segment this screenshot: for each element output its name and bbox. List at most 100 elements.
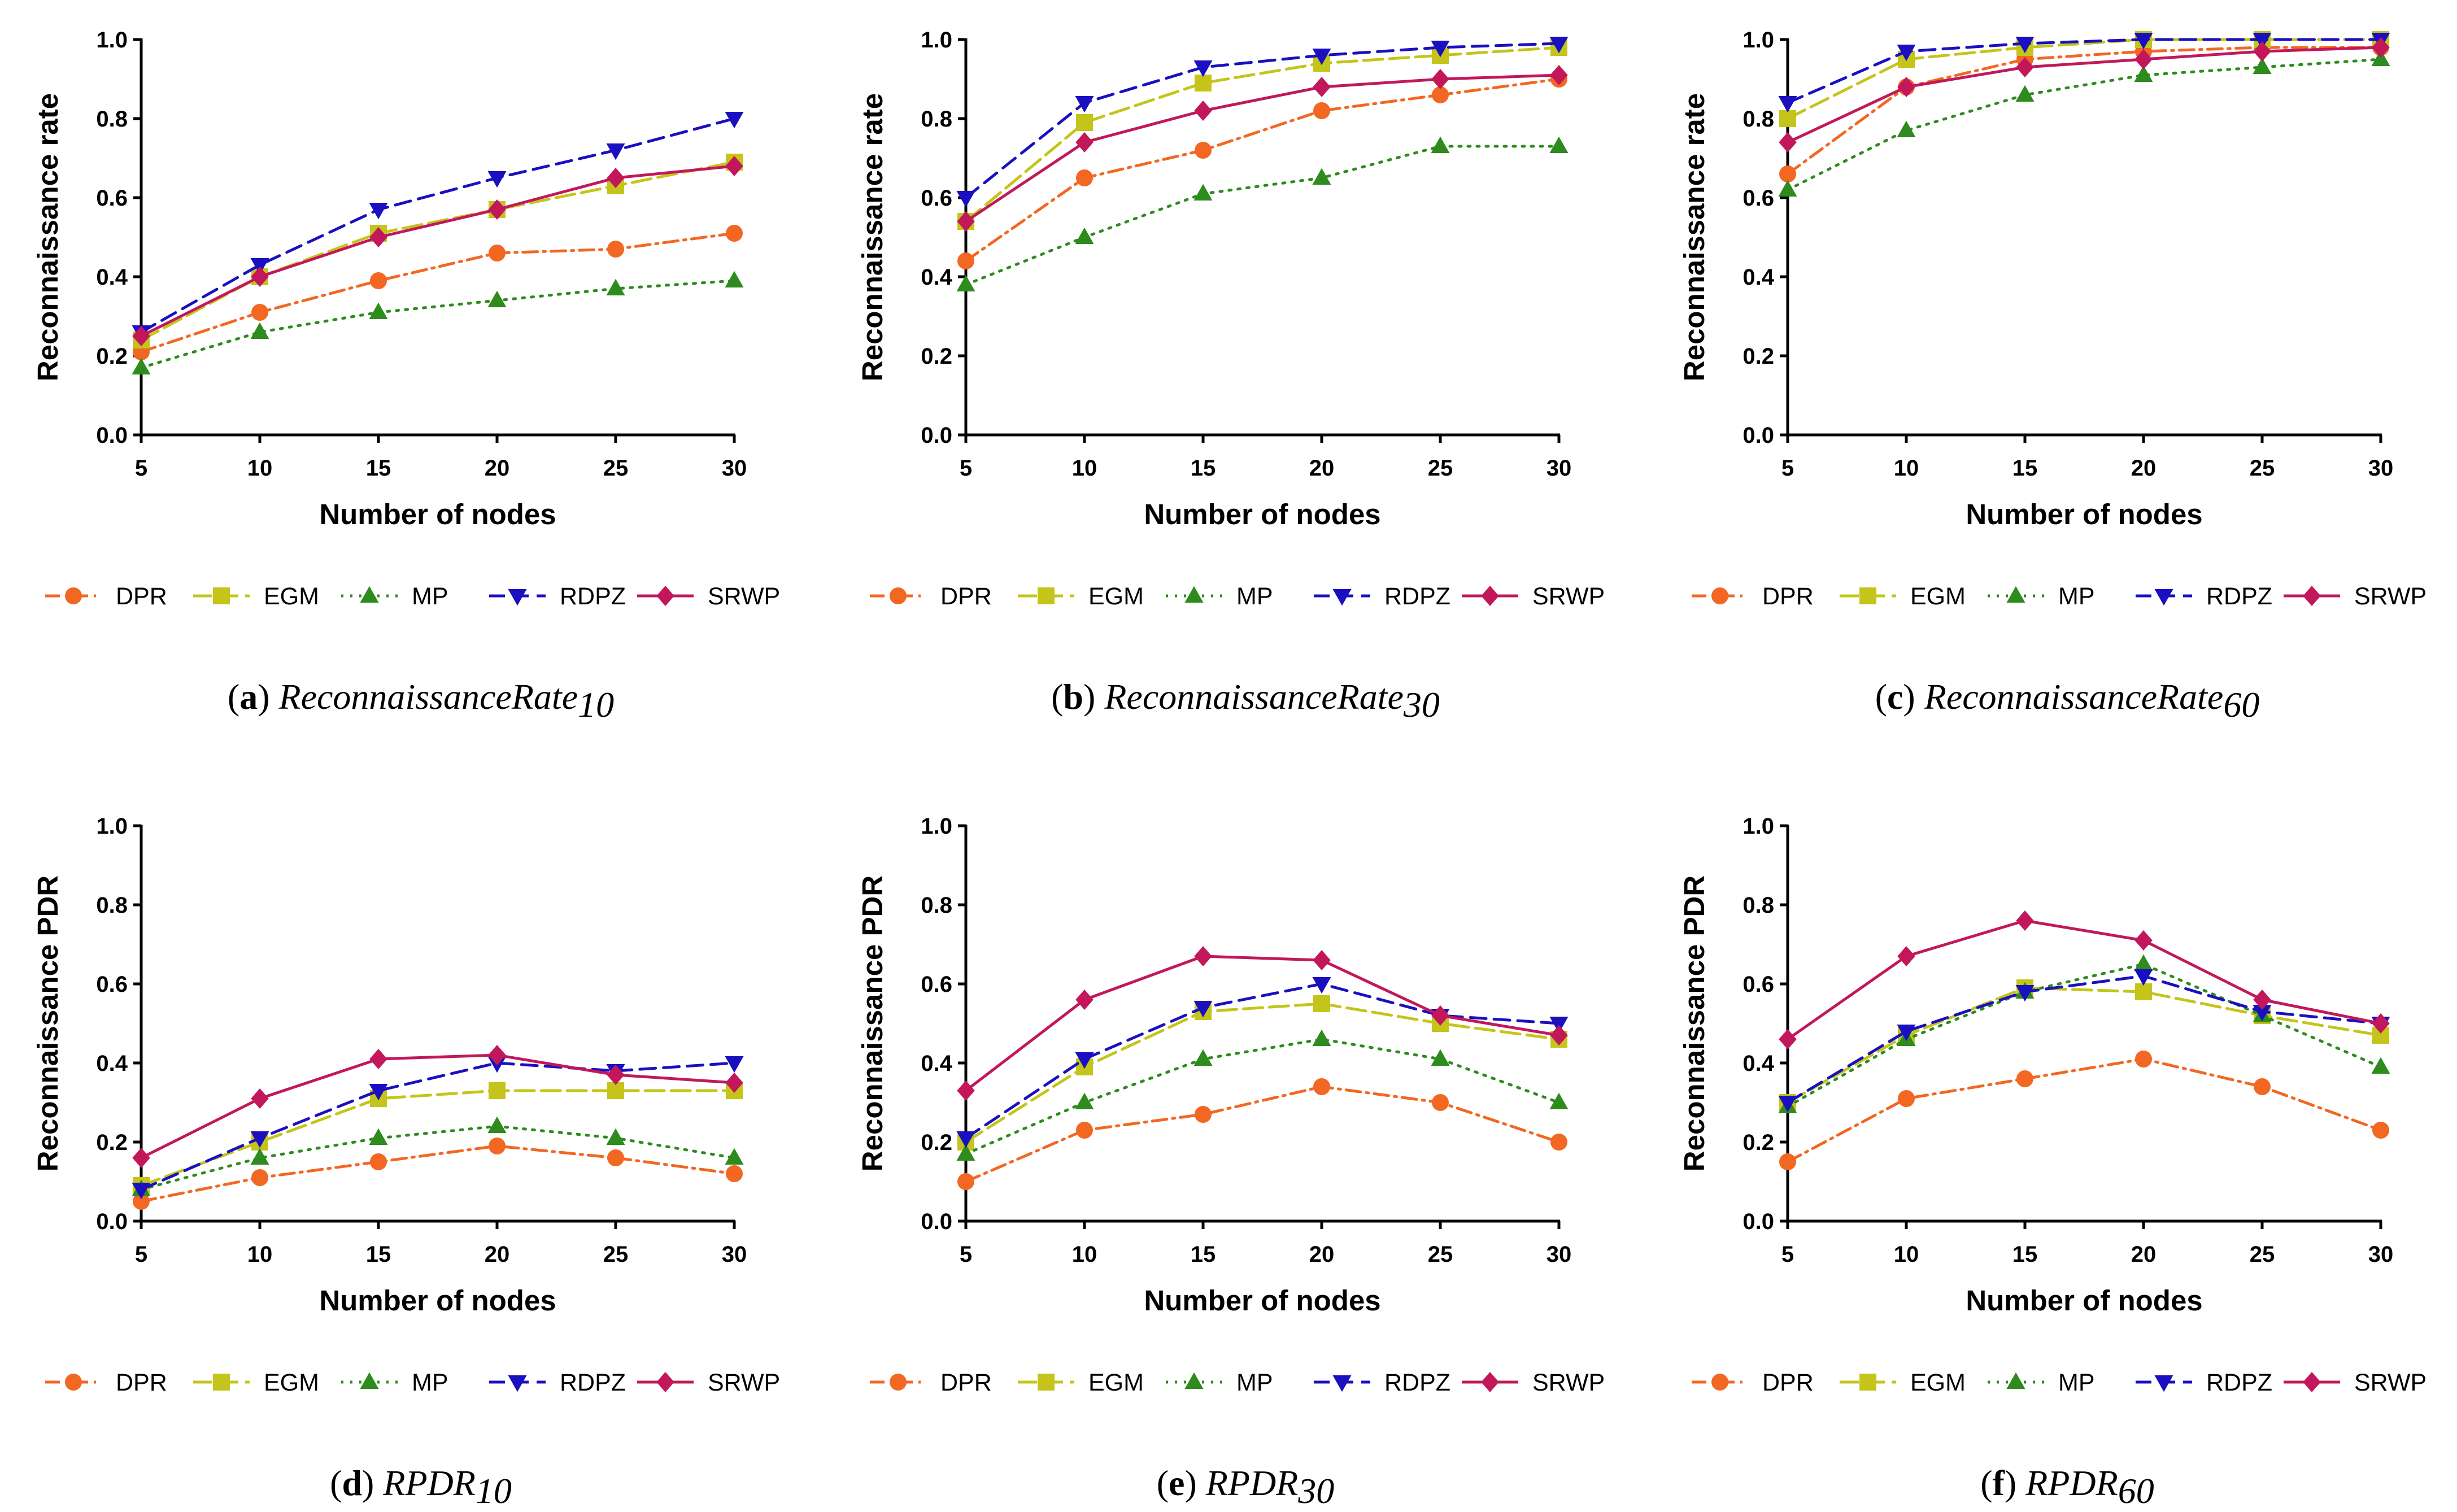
data-point-mp	[2015, 85, 2035, 102]
data-point-srwp	[1194, 101, 1212, 121]
series-line-srwp	[140, 164, 736, 338]
y-tick-label: 0.8	[96, 107, 128, 132]
data-point-mp	[487, 290, 507, 307]
data-point-srwp	[1779, 1029, 1797, 1049]
legend-label: EGM	[264, 583, 319, 610]
legend-item-egm: EGM	[193, 1369, 319, 1396]
series-dpr	[133, 1138, 743, 1210]
data-point-mp	[369, 302, 388, 319]
series-line-mp	[140, 279, 736, 369]
series-egm	[1779, 31, 2389, 127]
series-rdpz	[956, 977, 1569, 1148]
y-tick-label: 0.2	[1742, 344, 1774, 369]
data-point-srwp	[132, 1148, 150, 1168]
legend-marker	[1332, 589, 1352, 606]
data-point-dpr	[607, 241, 624, 258]
series-line-egm	[140, 160, 736, 342]
y-tick-label: 1.0	[96, 28, 128, 53]
y-tick-label: 0.0	[1742, 423, 1774, 448]
series-line-srwp	[1786, 46, 2382, 144]
legend-item-dpr: DPR	[45, 1369, 167, 1396]
data-point-dpr	[1076, 1122, 1093, 1139]
series-egm	[1779, 979, 2389, 1111]
y-axis-title: Reconnaissance rate	[32, 93, 64, 381]
x-tick-label: 15	[2012, 456, 2038, 481]
data-point-srwp	[2372, 1013, 2390, 1034]
series-line-mp	[1786, 58, 2382, 191]
x-axis-title: Number of nodes	[1966, 1284, 2202, 1317]
data-point-dpr	[2372, 1122, 2389, 1139]
legend-item-srwp: SRWP	[637, 1369, 780, 1396]
legend-marker	[890, 1374, 907, 1391]
data-point-srwp	[2016, 57, 2034, 77]
series-dpr	[133, 225, 743, 360]
series-egm	[133, 154, 743, 348]
chart-panel-a: 0.0 0.2 0.4 0.6 0.8 1.0 5 10 15 20 25 30 Number of n…	[32, 28, 780, 725]
y-tick-label: 1.0	[921, 28, 952, 53]
legend-item-egm: EGM	[193, 583, 319, 610]
x-tick-label: 20	[1309, 456, 1335, 481]
x-tick-label: 5	[960, 456, 972, 481]
data-point-srwp	[1779, 132, 1797, 152]
panel-caption: (a) ReconnaissanceRate10	[228, 677, 614, 725]
data-point-rdpz	[725, 1056, 744, 1073]
data-point-srwp	[1075, 990, 1094, 1010]
legend-marker	[2006, 1372, 2025, 1389]
data-point-mp	[1312, 168, 1331, 185]
y-tick-label: 0.2	[96, 344, 128, 369]
data-point-rdpz	[1897, 1025, 1916, 1042]
series-mp	[1778, 954, 2390, 1113]
y-tick-label: 0.0	[96, 423, 128, 448]
legend-label: MP	[1236, 1369, 1273, 1396]
x-tick-label: 30	[2368, 456, 2394, 481]
data-point-mp	[606, 278, 625, 295]
data-point-srwp	[1431, 69, 1449, 89]
legend-label: SRWP	[708, 1369, 780, 1396]
data-point-dpr	[1313, 102, 1330, 119]
legend-item-dpr: DPR	[870, 1369, 992, 1396]
legend-item-srwp: SRWP	[2284, 1369, 2426, 1396]
x-tick-label: 20	[2131, 456, 2157, 481]
series-line-mp	[1786, 962, 2382, 1108]
legend-label: EGM	[1910, 583, 1966, 610]
legend-label: SRWP	[1532, 1369, 1605, 1396]
y-tick-label: 0.6	[96, 186, 128, 211]
x-tick-label: 25	[603, 456, 629, 481]
x-tick-label: 30	[722, 456, 747, 481]
data-point-mp	[956, 274, 975, 291]
x-tick-label: 20	[485, 1242, 510, 1267]
data-point-rdpz	[1778, 96, 1797, 113]
data-point-dpr	[726, 1165, 743, 1182]
legend-label: RDPZ	[560, 583, 626, 610]
legend-marker	[656, 586, 674, 606]
data-point-rdpz	[1778, 1096, 1797, 1113]
data-point-rdpz	[725, 112, 744, 129]
series-line-mp	[964, 145, 1561, 286]
data-point-mp	[2371, 49, 2390, 66]
x-tick-label: 30	[722, 1242, 747, 1267]
data-point-mp	[1193, 1049, 1213, 1066]
data-point-mp	[2134, 954, 2153, 971]
series-rdpz	[1778, 969, 2390, 1113]
data-point-dpr	[1432, 86, 1449, 103]
legend-marker	[1859, 587, 1876, 604]
data-point-egm	[1313, 995, 1330, 1012]
series-line-egm	[1786, 986, 2382, 1104]
data-point-rdpz	[369, 203, 388, 220]
data-point-srwp	[132, 326, 150, 346]
series-line-egm	[140, 1089, 736, 1187]
legend-item-rdpz: RDPZ	[1314, 1369, 1450, 1396]
y-tick-label: 1.0	[921, 814, 952, 839]
legend-label: DPR	[1762, 1369, 1814, 1396]
legend: DPR EGM MP RDPZ SRWP	[870, 1369, 1605, 1396]
legend-label: SRWP	[2354, 583, 2426, 610]
data-point-srwp	[725, 1073, 743, 1093]
data-point-dpr	[251, 304, 268, 321]
data-point-dpr	[2016, 1070, 2033, 1087]
panel-caption: (e) RPDR30	[1157, 1463, 1335, 1511]
series-line-dpr	[964, 77, 1561, 263]
data-point-mp	[1897, 120, 1916, 137]
panel-caption: (b) ReconnaissanceRate30	[1051, 677, 1440, 725]
data-point-rdpz	[606, 143, 625, 160]
legend-label: MP	[1236, 583, 1273, 610]
